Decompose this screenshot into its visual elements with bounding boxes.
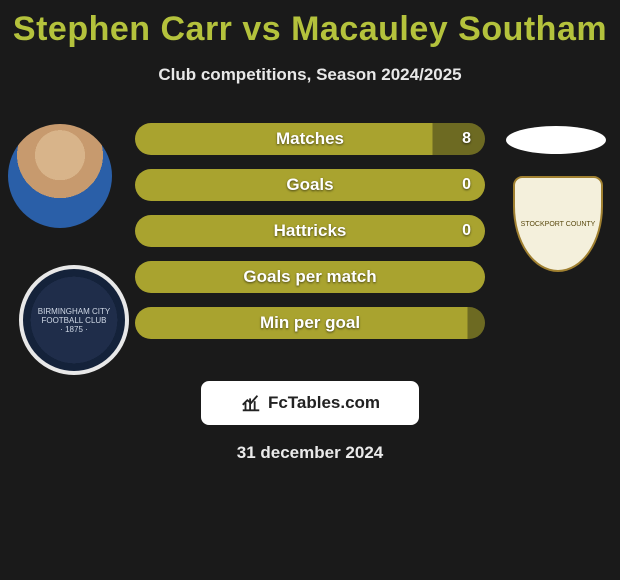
stat-bar-label: Matches [276, 129, 344, 149]
club-badge-left-label: BIRMINGHAM CITYFOOTBALL CLUB· 1875 · [38, 307, 110, 334]
shield-icon: BIRMINGHAM CITYFOOTBALL CLUB· 1875 · [19, 265, 129, 375]
chart-icon [240, 392, 262, 414]
stat-bars: Matches 8 Goals 0 Hattricks 0 Goals per match M… [135, 123, 485, 339]
stat-bar-label: Goals per match [243, 267, 376, 287]
stat-bar-label: Min per goal [260, 313, 360, 333]
stat-bar: Matches 8 [135, 123, 485, 155]
player-left-photo [8, 124, 112, 228]
stat-bar-label: Goals [286, 175, 333, 195]
brand-badge[interactable]: FcTables.com [201, 381, 419, 425]
page-title: Stephen Carr vs Macauley Southam [0, 0, 620, 49]
shield-icon: STOCKPORT COUNTY [513, 176, 603, 272]
stat-bar: Goals per match [135, 261, 485, 293]
brand-label: FcTables.com [268, 393, 380, 413]
player-right-placeholder [506, 126, 606, 154]
stat-bar-value-right: 0 [462, 222, 471, 240]
date-label: 31 december 2024 [0, 443, 620, 463]
club-badge-left: BIRMINGHAM CITYFOOTBALL CLUB· 1875 · [14, 260, 134, 380]
stat-bar-label: Hattricks [274, 221, 347, 241]
stat-bar-value-right: 0 [462, 176, 471, 194]
stat-bar: Goals 0 [135, 169, 485, 201]
stat-bar: Hattricks 0 [135, 215, 485, 247]
subtitle: Club competitions, Season 2024/2025 [0, 65, 620, 85]
club-badge-right-label: STOCKPORT COUNTY [521, 221, 596, 228]
stat-bar-value-right: 8 [462, 130, 471, 148]
avatar [8, 124, 112, 228]
club-badge-right: STOCKPORT COUNTY [506, 172, 610, 276]
stat-bar: Min per goal [135, 307, 485, 339]
